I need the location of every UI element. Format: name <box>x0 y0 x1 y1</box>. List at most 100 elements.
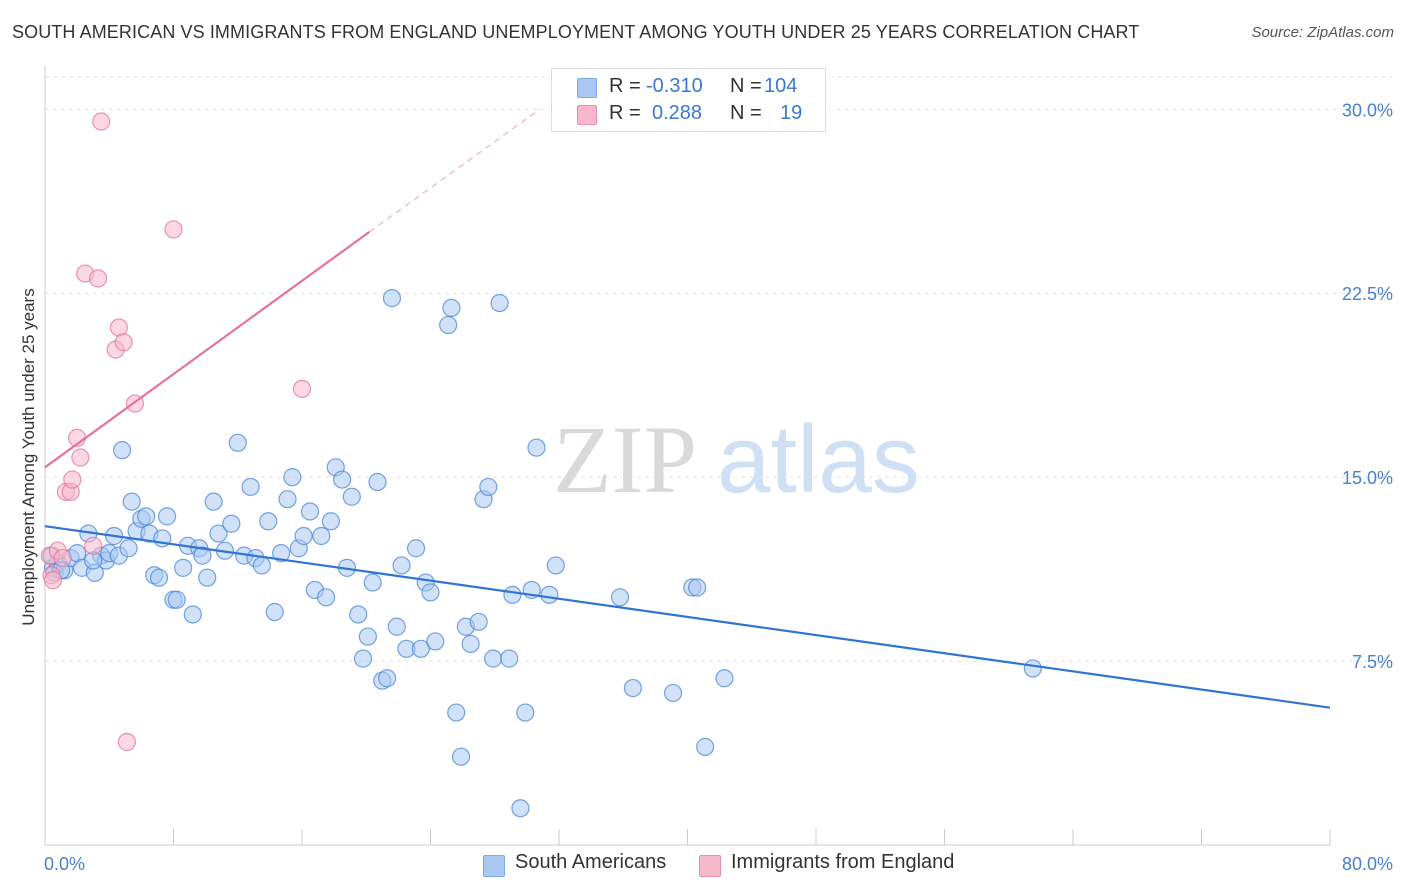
bottom-legend-south-americans: South Americans <box>483 851 667 877</box>
legend-r-label: R = <box>609 75 641 97</box>
south-americans-point <box>516 703 535 722</box>
legend-r-value: 0.288 <box>652 102 703 124</box>
immigrants-england-point <box>43 571 63 590</box>
south-americans-point <box>696 737 715 757</box>
south-americans-point <box>469 612 488 631</box>
south-americans-point <box>451 747 471 766</box>
trend-lines <box>44 108 1331 709</box>
watermark-atlas: atlas <box>717 406 920 513</box>
immigrants-england-point <box>71 448 90 467</box>
watermark-zip: ZIP <box>553 406 697 513</box>
tick-labels: 7.5% 15.0% 22.5% 30.0% 0.0% 80.0% <box>44 100 1393 874</box>
y-tick-label: 15.0% <box>1342 468 1393 488</box>
immigrants-england-point <box>292 379 312 398</box>
south-americans-point <box>358 627 377 646</box>
south-americans-point <box>283 468 302 487</box>
correlation-legend: R = -0.310 N = 104 R = 0.288 N = 19 <box>551 68 826 132</box>
south-americans-point <box>411 639 430 658</box>
south-americans-point <box>363 573 382 592</box>
south-americans-point <box>137 507 156 526</box>
legend-r-value: -0.310 <box>646 75 703 97</box>
south-americans-point <box>349 605 368 624</box>
south-americans-point <box>610 588 630 607</box>
south-americans-point <box>688 578 707 597</box>
bottom-legend-label: South Americans <box>515 851 667 873</box>
south-americans-point <box>439 315 458 335</box>
south-americans-point <box>511 799 530 818</box>
legend-swatch-blue <box>577 78 597 98</box>
x-tick-label-max: 80.0% <box>1342 854 1393 874</box>
south-americans-point <box>342 487 361 506</box>
south-americans-point <box>442 298 461 318</box>
immigrants-england-point <box>63 470 82 489</box>
south-americans-point <box>272 544 291 563</box>
x-tick-label-min: 0.0% <box>44 854 85 874</box>
bottom-legend-swatch-pink <box>699 855 721 877</box>
bottom-legend-label: Immigrants from England <box>731 851 955 873</box>
immigrants-england-point <box>88 269 108 288</box>
south-americans-point <box>623 678 642 698</box>
legend-n-value: 19 <box>780 102 803 124</box>
south-americans-trend-line <box>44 525 1331 709</box>
south-americans-point <box>167 590 186 609</box>
south-americans-point <box>112 441 132 460</box>
immigrants-england-point <box>92 112 111 131</box>
immigrants-england-point <box>53 548 72 568</box>
south-americans-point <box>500 649 519 668</box>
south-americans-point <box>546 556 565 575</box>
legend-n-label: N = <box>730 75 762 97</box>
south-americans-point <box>426 632 445 651</box>
axes <box>44 66 1331 846</box>
bottom-legend-swatch-blue <box>483 855 505 877</box>
south-americans-point <box>527 438 546 457</box>
south-americans-point <box>204 492 223 511</box>
immigrants-england-point <box>114 333 133 352</box>
south-americans-point <box>300 502 320 521</box>
y-tick-label: 7.5% <box>1352 652 1393 672</box>
south-americans-point <box>663 683 683 703</box>
south-americans-point <box>490 293 509 313</box>
south-americans-point <box>157 507 177 526</box>
y-axis-label: Unemployment Among Youth under 25 years <box>19 288 38 625</box>
south-americans-point <box>198 568 217 587</box>
south-americans-point <box>461 634 480 653</box>
south-americans-point <box>228 433 247 452</box>
south-americans-point <box>406 539 426 558</box>
south-americans-point <box>259 512 278 531</box>
bottom-legend-immigrants-england: Immigrants from England <box>699 851 955 877</box>
chart-source: Source: ZipAtlas.com <box>1251 24 1394 41</box>
immigrants-england-trend-extension <box>369 108 541 233</box>
grid-lines <box>45 76 1392 662</box>
south-americans-point <box>353 649 373 668</box>
south-americans-point <box>387 617 406 636</box>
south-americans-point <box>333 470 352 489</box>
south-americans-point <box>209 524 228 543</box>
south-americans-point <box>252 556 271 575</box>
south-americans-point <box>222 514 241 533</box>
south-americans-point <box>241 477 260 497</box>
legend-n-label: N = <box>730 102 762 124</box>
south-americans-point <box>1023 659 1042 678</box>
chart-title: SOUTH AMERICAN VS IMMIGRANTS FROM ENGLAN… <box>12 22 1140 42</box>
south-americans-point <box>715 669 734 688</box>
south-americans-point <box>479 477 498 497</box>
legend-swatch-pink <box>577 105 597 125</box>
immigrants-england-trend-line <box>44 230 371 469</box>
south-americans-point <box>382 289 402 308</box>
south-americans-point <box>294 526 313 546</box>
legend-r-label: R = <box>609 102 641 124</box>
legend-n-value: 104 <box>764 75 798 97</box>
y-tick-label: 30.0% <box>1342 100 1393 120</box>
south-americans-point <box>368 472 387 492</box>
south-americans-point <box>503 585 522 604</box>
south-americans-point <box>193 546 212 565</box>
south-americans-point <box>316 588 336 607</box>
south-americans-point <box>321 512 341 531</box>
immigrants-england-point <box>164 220 183 239</box>
south-americans-point <box>392 556 411 575</box>
south-americans-point <box>183 605 202 624</box>
y-tick-label: 22.5% <box>1342 284 1393 304</box>
south-americans-points <box>42 289 1042 818</box>
south-americans-point <box>540 585 559 604</box>
